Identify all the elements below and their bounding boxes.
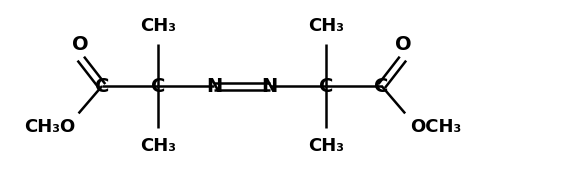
Text: CH₃: CH₃ [308,137,344,155]
Text: C: C [374,76,389,96]
Text: N: N [262,76,278,96]
Text: CH₃: CH₃ [140,17,176,35]
Text: CH₃: CH₃ [308,17,344,35]
Text: N: N [206,76,222,96]
Text: O: O [72,35,89,54]
Text: CH₃: CH₃ [140,137,176,155]
Text: C: C [319,76,333,96]
Text: OCH₃: OCH₃ [410,118,461,136]
Text: C: C [151,76,165,96]
Text: O: O [395,35,411,54]
Text: CH₃O: CH₃O [24,118,75,136]
Text: C: C [95,76,109,96]
